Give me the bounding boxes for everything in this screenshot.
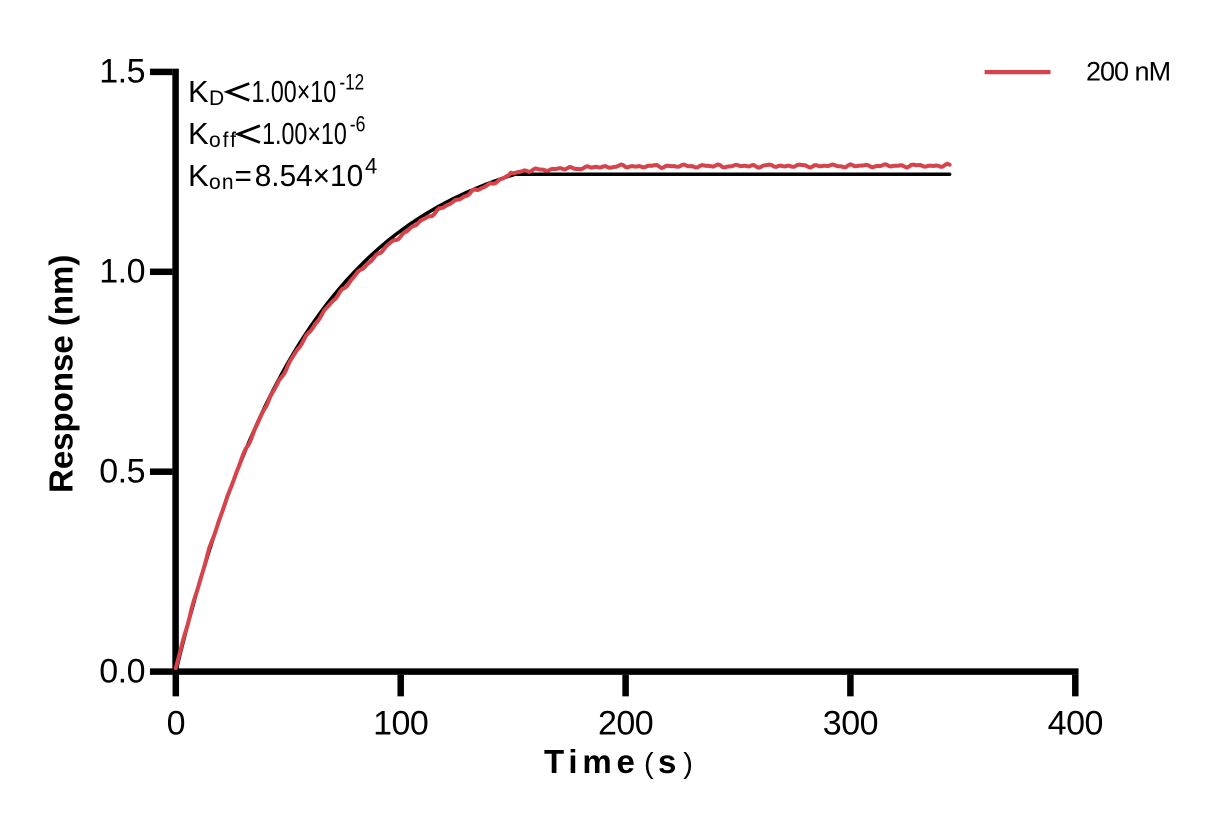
svg-text:(: ( bbox=[644, 748, 654, 780]
svg-text:): ) bbox=[683, 748, 693, 780]
svg-text:0: 0 bbox=[167, 705, 185, 743]
svg-text:K: K bbox=[188, 116, 209, 151]
svg-text:on: on bbox=[209, 171, 235, 194]
svg-text:=8.54×10: =8.54×10 bbox=[235, 158, 364, 193]
svg-text:s: s bbox=[658, 743, 676, 780]
svg-text:4: 4 bbox=[365, 154, 377, 179]
svg-text:1.00×10: 1.00×10 bbox=[252, 74, 337, 109]
svg-text:200: 200 bbox=[598, 705, 653, 743]
svg-text:300: 300 bbox=[823, 705, 878, 743]
svg-text:0.0: 0.0 bbox=[99, 652, 145, 690]
svg-text:-12: -12 bbox=[339, 70, 364, 95]
svg-text:Response (nm): Response (nm) bbox=[43, 255, 80, 493]
svg-text:1.5: 1.5 bbox=[99, 53, 145, 91]
svg-text:-6: -6 bbox=[350, 113, 366, 137]
svg-text:1.0: 1.0 bbox=[99, 253, 145, 291]
svg-text:K: K bbox=[188, 74, 209, 109]
svg-text:Time: Time bbox=[544, 743, 640, 780]
svg-text:off: off bbox=[209, 129, 238, 152]
svg-text:200 nM: 200 nM bbox=[1086, 57, 1170, 87]
svg-text:100: 100 bbox=[373, 705, 428, 743]
svg-text:0.5: 0.5 bbox=[99, 453, 145, 491]
svg-text:1.00×10: 1.00×10 bbox=[262, 116, 347, 151]
svg-text:400: 400 bbox=[1048, 705, 1103, 743]
svg-text:D: D bbox=[209, 87, 224, 110]
svg-text:K: K bbox=[188, 158, 209, 193]
